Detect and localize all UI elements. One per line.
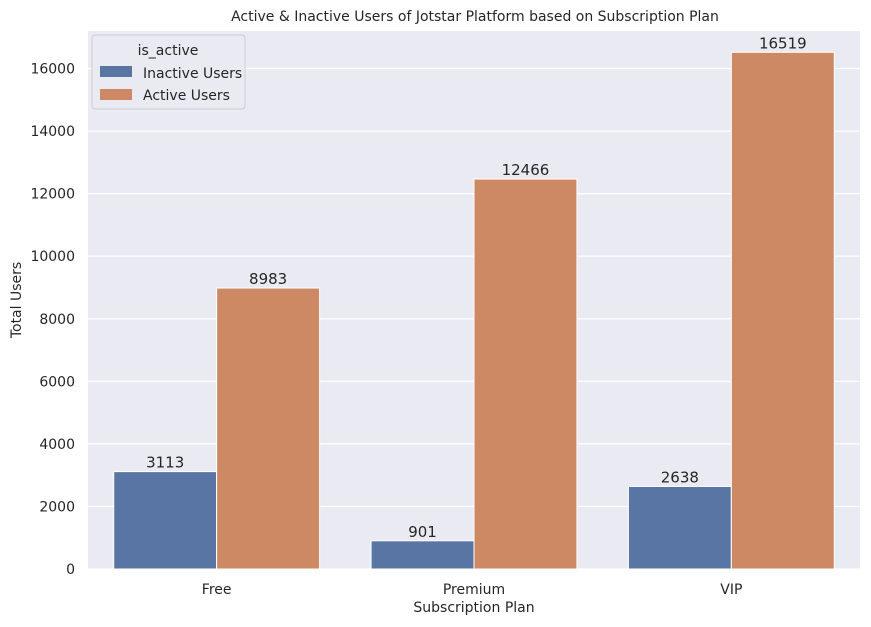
x-axis-label: Subscription Plan — [413, 600, 534, 616]
x-tick-labels: Free Premium VIP — [202, 582, 743, 598]
legend-swatch-active — [100, 89, 132, 100]
legend-label-inactive: Inactive Users — [143, 66, 242, 82]
y-tick-label: 0 — [66, 562, 75, 578]
data-label: 12466 — [502, 161, 550, 179]
y-tick-labels: 0 2000 4000 6000 8000 10000 12000 14000 16000 — [30, 62, 75, 578]
y-tick-label: 2000 — [39, 499, 75, 515]
legend-swatch-inactive — [100, 66, 132, 77]
y-tick-label: 10000 — [30, 249, 75, 265]
data-label: 2638 — [661, 468, 699, 486]
bar-free-active — [216, 287, 321, 570]
data-label: 16519 — [759, 34, 807, 52]
y-tick-label: 6000 — [39, 374, 75, 390]
bar-vip-active — [730, 51, 835, 570]
data-label: 8983 — [249, 270, 287, 288]
y-tick-label: 8000 — [39, 312, 75, 328]
data-labels: 3113 8983 901 12466 2638 16519 — [146, 34, 807, 541]
y-tick-label: 12000 — [30, 187, 75, 203]
legend: is_active Inactive Users Active Users — [91, 34, 246, 110]
data-label: 3113 — [146, 454, 184, 472]
chart-title: Active & Inactive Users of Jotstar Platf… — [231, 9, 719, 25]
x-tick-label: VIP — [720, 582, 742, 598]
y-axis-label: Total Users — [9, 262, 25, 339]
bar-free-inactive — [113, 471, 218, 570]
data-label: 901 — [408, 523, 437, 541]
y-tick-label: 14000 — [30, 124, 75, 140]
bar-premium-active — [473, 178, 578, 570]
bar-premium-inactive — [370, 540, 475, 570]
y-tick-label: 4000 — [39, 437, 75, 453]
x-tick-label: Free — [202, 582, 232, 598]
bar-vip-inactive — [627, 485, 732, 570]
bars — [113, 51, 835, 570]
legend-label-active: Active Users — [143, 88, 230, 104]
legend-title: is_active — [138, 43, 199, 59]
y-tick-label: 16000 — [30, 62, 75, 78]
x-tick-label: Premium — [443, 582, 505, 598]
